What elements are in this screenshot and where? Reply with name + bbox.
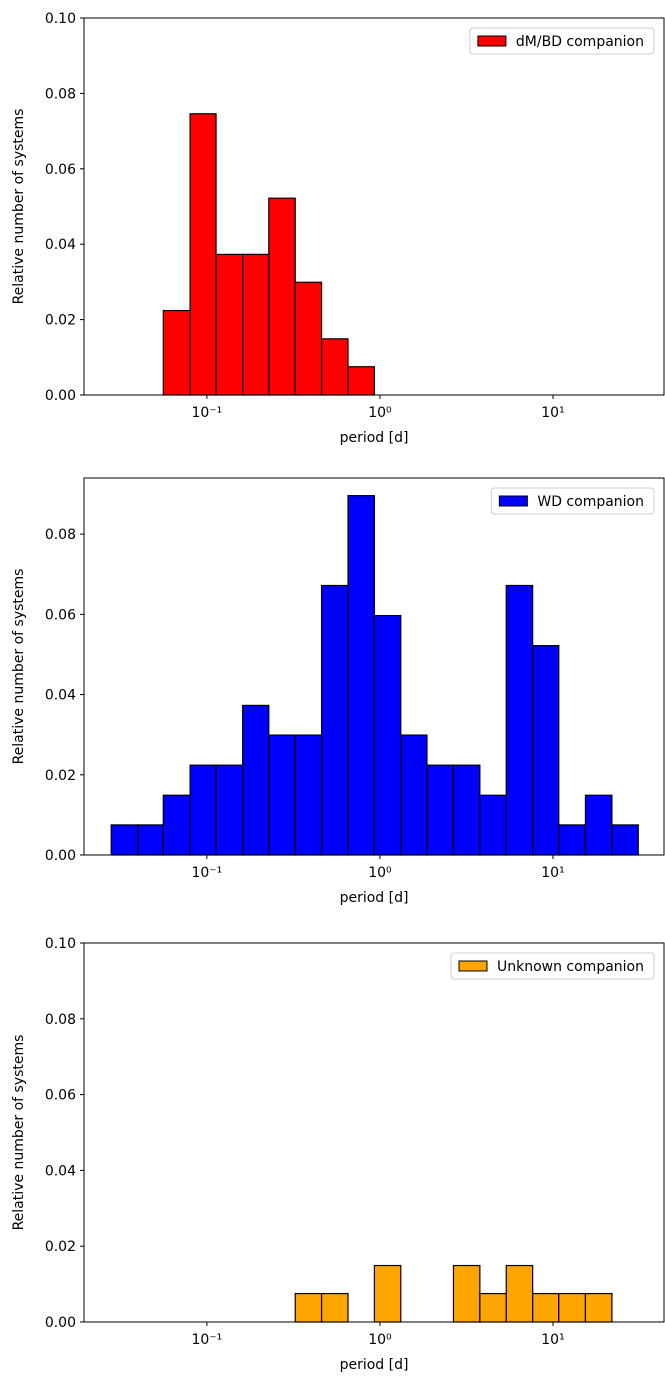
legend-box [469, 27, 655, 55]
y-tick-label: 0.08 [45, 86, 76, 102]
histogram-bar [162, 794, 191, 856]
histogram-bar [584, 1292, 613, 1323]
y-tick-label: 0.06 [45, 1088, 76, 1104]
legend-swatch [458, 960, 488, 972]
histogram-bar [558, 1292, 587, 1323]
x-tick-label: 10⁰ [368, 865, 392, 881]
legend-swatch [498, 495, 528, 507]
histogram-bar [584, 794, 613, 856]
y-tick-label: 0.10 [45, 11, 76, 27]
histogram-bar [505, 584, 534, 856]
histogram-bar [294, 1292, 323, 1323]
x-tick-label: 10¹ [541, 865, 564, 881]
legend-label: Unknown companion [497, 959, 644, 975]
histogram-bar [294, 281, 323, 396]
y-tick-label: 0.08 [45, 527, 76, 543]
legend: WD companion [490, 487, 655, 515]
x-tick-label: 10⁻¹ [191, 1332, 222, 1348]
histogram-bar [452, 1264, 481, 1323]
x-axis-label: period [d] [340, 890, 409, 906]
y-tick-label: 0.04 [45, 237, 76, 253]
y-tick-label: 0.02 [45, 768, 76, 784]
y-tick-label: 0.06 [45, 162, 76, 178]
histogram-bar [242, 253, 270, 396]
y-tick-label: 0.08 [45, 1012, 76, 1028]
histogram-bar [189, 113, 217, 396]
histogram-bar [294, 734, 323, 856]
histogram-bar [162, 309, 191, 396]
histogram-bar [479, 794, 507, 856]
histogram-bar [505, 1264, 534, 1323]
y-tick-label: 0.02 [45, 313, 76, 329]
y-tick-label: 0.00 [45, 1315, 76, 1331]
y-axis-label: Relative number of systems [11, 109, 27, 305]
plot-frame [83, 17, 665, 396]
histogram-bar [532, 1292, 560, 1323]
histogram-bar [268, 734, 296, 856]
histogram-bar [110, 824, 139, 856]
legend-box [490, 487, 655, 515]
histogram-bar [320, 584, 349, 856]
x-axis-label: period [d] [340, 430, 409, 446]
histogram-bar [215, 253, 244, 396]
legend-label: dM/BD companion [516, 34, 644, 50]
x-tick-label: 10⁻¹ [191, 405, 222, 421]
legend: Unknown companion [450, 952, 655, 980]
plot-frame [83, 477, 665, 856]
histogram-bar [452, 764, 481, 856]
legend: dM/BD companion [469, 27, 655, 55]
histogram-bar [242, 704, 270, 856]
x-tick-label: 10¹ [541, 405, 564, 421]
histogram-bar [215, 764, 244, 856]
x-tick-label: 10⁻¹ [191, 865, 222, 881]
y-axis-label: Relative number of systems [11, 569, 27, 765]
legend-swatch [477, 35, 507, 47]
histogram-bar [320, 1292, 349, 1323]
histogram-bar [347, 495, 375, 856]
histogram-bar [426, 764, 455, 856]
y-tick-label: 0.00 [45, 388, 76, 404]
plot-frame [83, 942, 665, 1323]
x-tick-label: 10⁰ [368, 1332, 392, 1348]
y-tick-label: 0.06 [45, 607, 76, 623]
x-axis-label: period [d] [340, 1357, 409, 1373]
x-tick-label: 10⁰ [368, 405, 392, 421]
histogram-bar [373, 614, 402, 856]
histogram-bar [611, 824, 639, 856]
y-axis-label: Relative number of systems [11, 1035, 27, 1231]
histogram-bar [137, 824, 164, 856]
histogram-bar [320, 338, 349, 396]
histogram-bar [400, 734, 428, 856]
y-tick-label: 0.04 [45, 688, 76, 704]
histogram-bar [189, 764, 217, 856]
histogram-bar [558, 824, 587, 856]
y-tick-label: 0.10 [45, 936, 76, 952]
y-tick-label: 0.02 [45, 1239, 76, 1255]
y-tick-label: 0.00 [45, 848, 76, 864]
histogram-bar [268, 197, 296, 396]
histogram-bar [373, 1264, 402, 1323]
histogram-bar [479, 1292, 507, 1323]
legend-box [450, 952, 655, 980]
histogram-bar [532, 645, 560, 856]
x-tick-label: 10¹ [541, 1332, 564, 1348]
y-tick-label: 0.04 [45, 1163, 76, 1179]
histogram-bar [347, 366, 375, 396]
legend-label: WD companion [537, 494, 644, 510]
